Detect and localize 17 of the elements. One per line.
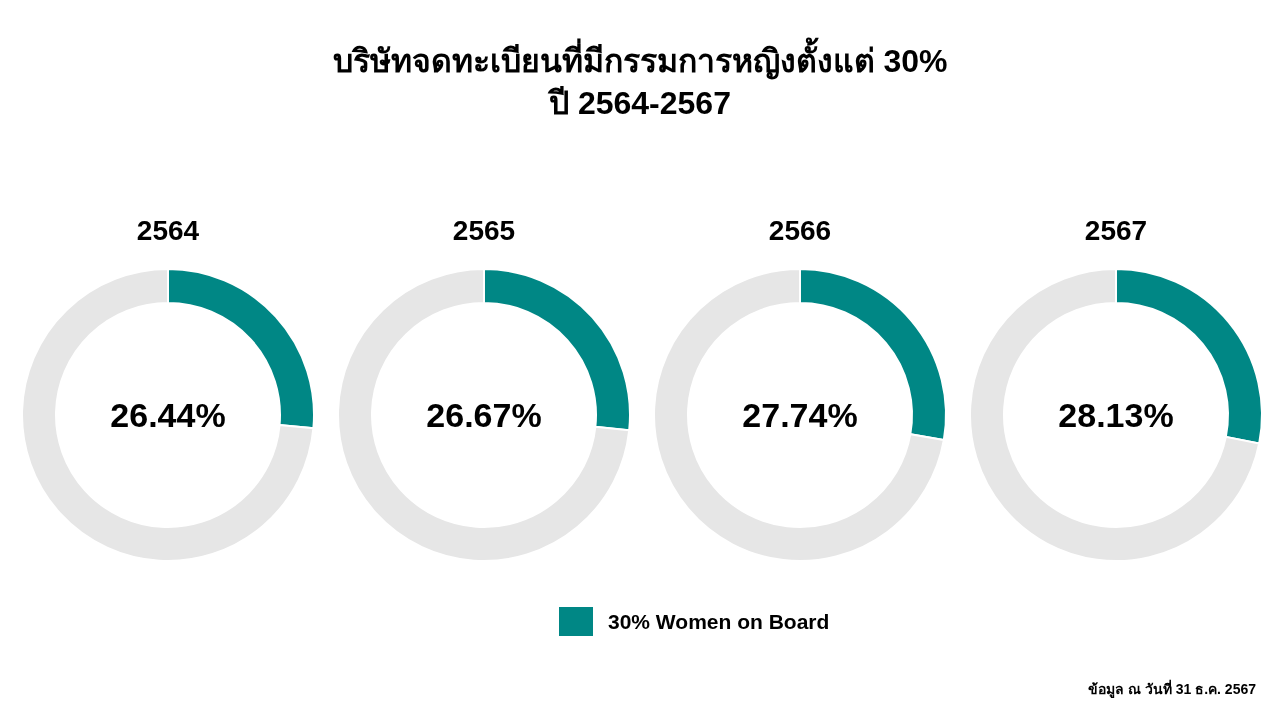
text: ข้อมูล ณ วันที่ 31 ธ.ค. 2567 (1088, 679, 1257, 698)
donut-slice (337, 268, 631, 562)
text: บริษัทจดทะเบียนที่มีกรรมการหญิงตั้งแต่ 30% (332, 37, 948, 80)
chart-title: 2564 (136, 215, 200, 246)
chart-title: 2566 (768, 215, 832, 246)
text: 26.44% (110, 396, 226, 434)
legend: 30% Women on Board (559, 607, 830, 636)
text: ปี 2564-2567 (547, 85, 731, 121)
text: 28.13% (1058, 396, 1174, 434)
donut-slice (653, 268, 945, 562)
donut-slice (969, 268, 1261, 562)
text: 26.67% (426, 396, 542, 434)
chart-title: 2565 (452, 215, 516, 246)
legend-label: 30% Women on Board (608, 610, 830, 633)
text: 27.74% (742, 396, 858, 434)
donut-slice (21, 268, 315, 562)
chart-title: 2567 (1084, 215, 1148, 246)
